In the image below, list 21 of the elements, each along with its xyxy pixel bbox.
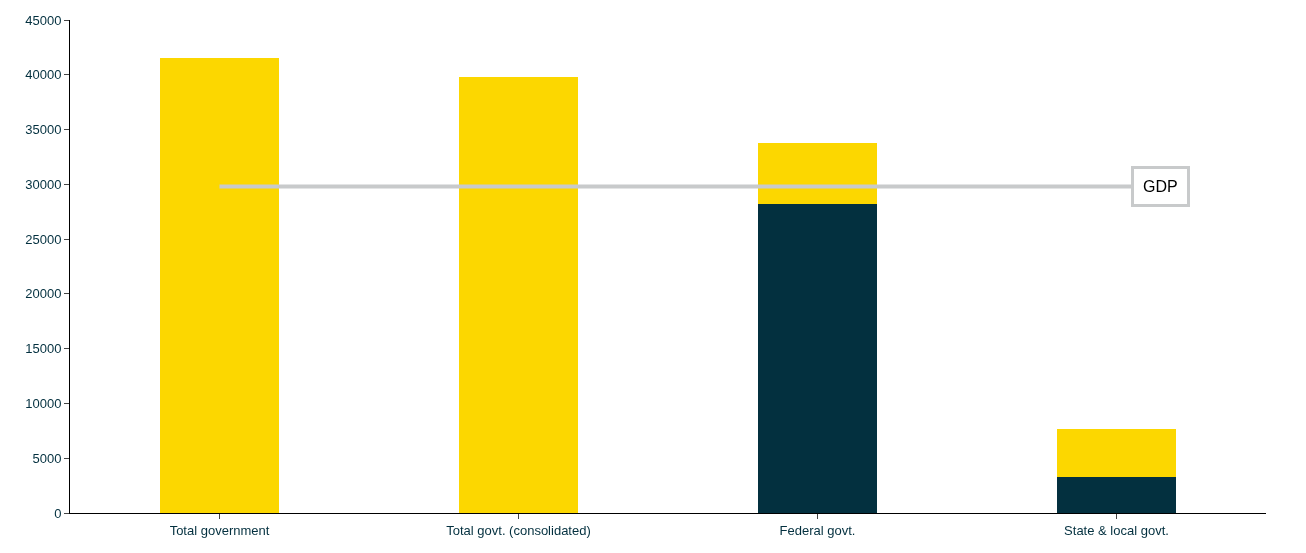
x-tick-label: Total govt. (consolidated) (446, 522, 591, 538)
y-tick-label: 15000 (25, 341, 62, 357)
bar (159, 58, 280, 513)
x-tick-label: Total government (169, 522, 270, 538)
x-tick-label: Federal govt. (779, 522, 856, 538)
y-tick-label: 30000 (25, 176, 62, 192)
y-tick-label: 5000 (32, 450, 62, 466)
y-tick-label: 10000 (25, 395, 62, 411)
y-tick-label: 40000 (25, 67, 62, 83)
x-tick-label: State & local govt. (1064, 522, 1169, 538)
bar (757, 204, 878, 513)
ref-line-label: GDP (1143, 178, 1178, 195)
y-tick-label: 45000 (25, 12, 62, 28)
bar (757, 142, 878, 205)
bar (1056, 476, 1177, 513)
y-tick-label: 25000 (25, 231, 62, 247)
y-tick-label: 35000 (25, 122, 62, 138)
y-tick-label: 20000 (25, 286, 62, 302)
bar (458, 76, 579, 513)
y-tick-label: 0 (54, 505, 62, 521)
bar (1056, 428, 1177, 477)
